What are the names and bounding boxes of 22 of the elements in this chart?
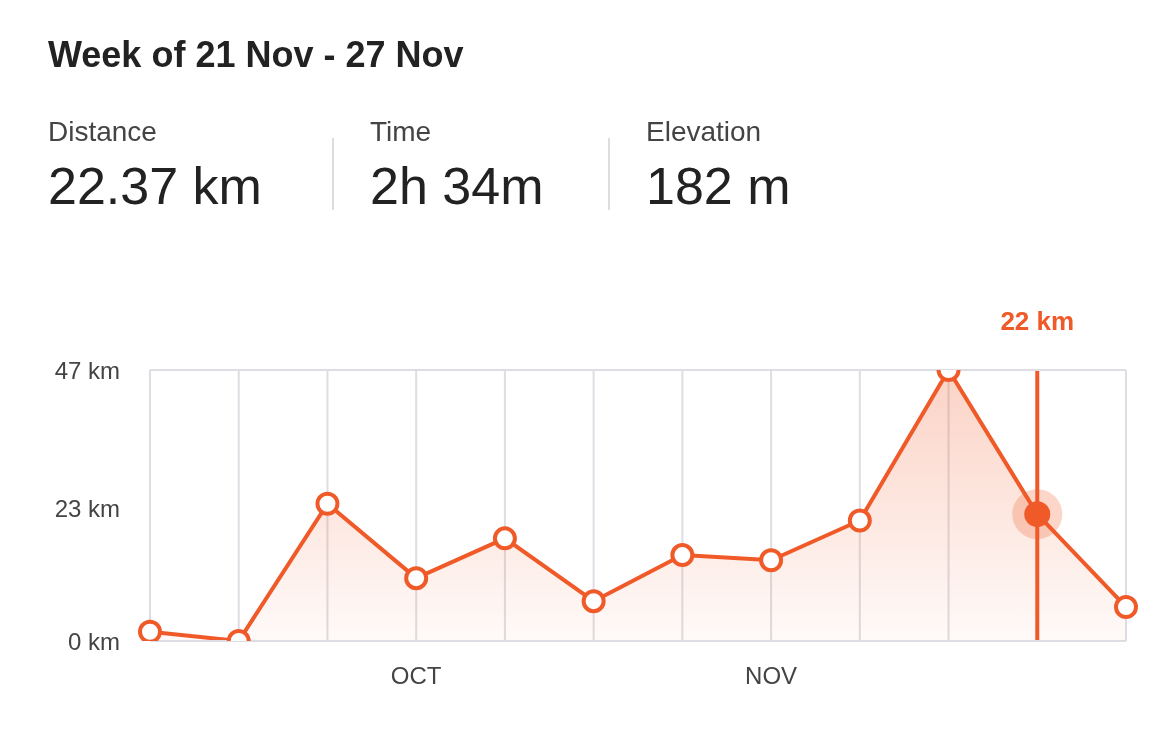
point: [581, 589, 606, 614]
point: [670, 543, 695, 568]
text: 22.37 km: [48, 156, 262, 216]
y-tick-label: 47 km: [54, 356, 120, 384]
point: [759, 548, 784, 573]
text: 182 m: [646, 156, 791, 216]
point: [138, 619, 162, 641]
point: [492, 526, 517, 551]
point: [847, 508, 872, 533]
text: Distance: [48, 116, 158, 148]
chart-title: Week of 21 Nov - 27 Nov: [48, 34, 464, 76]
y-tick-label: 0 km: [67, 627, 120, 655]
text: Elevation: [646, 116, 763, 148]
point: [404, 566, 429, 591]
x-tick-label: NOV: [745, 662, 798, 690]
text: Time: [370, 116, 433, 148]
point: [1114, 594, 1138, 619]
y-tick-label: 23 km: [54, 494, 120, 522]
point: [315, 491, 340, 516]
x-tick-label: OCT: [390, 662, 442, 690]
text: 22 km: [1000, 306, 1075, 336]
text: 2h 34m: [370, 156, 544, 216]
